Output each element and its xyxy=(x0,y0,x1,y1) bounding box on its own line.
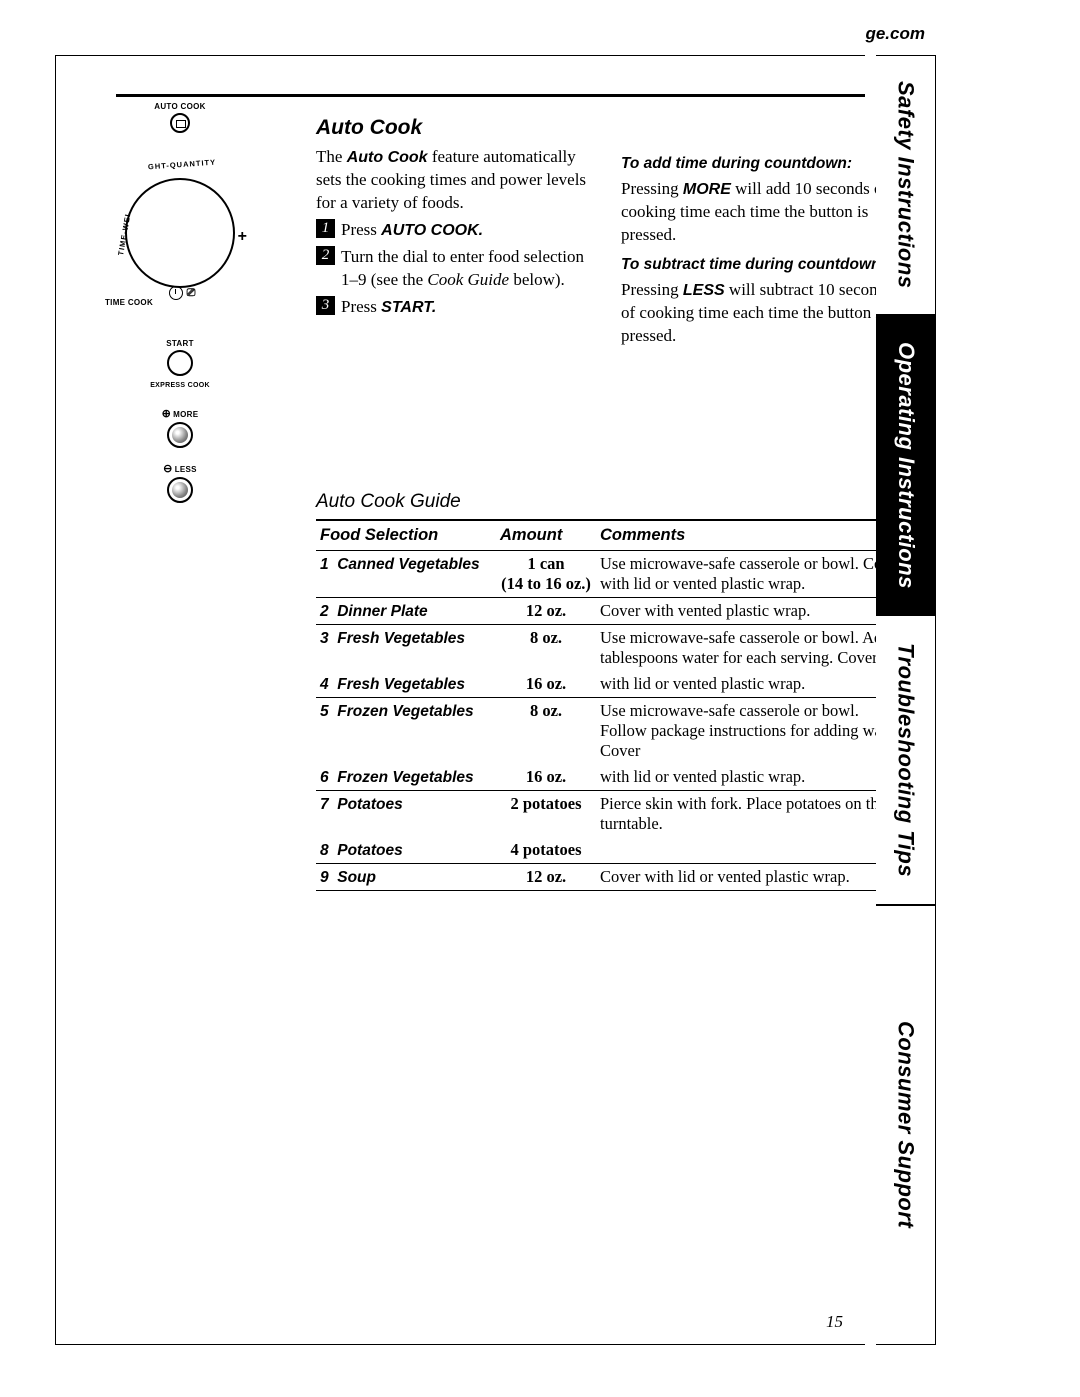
step-number-icon: 2 xyxy=(316,246,335,265)
col-comments: Comments xyxy=(596,520,911,551)
section-title: Auto Cook xyxy=(316,116,906,140)
main-content: Auto Cook The Auto Cook feature automati… xyxy=(316,116,906,347)
arc-left-label: TIME-WEI xyxy=(116,213,132,256)
step-number-icon: 1 xyxy=(316,219,335,238)
more-label: ⊕MORE xyxy=(115,407,245,420)
table-row: 1 Canned Vegetables1 can(14 to 16 oz.)Us… xyxy=(316,551,911,598)
table-row: 5 Frozen Vegetables8 oz.Use microwave-sa… xyxy=(316,698,911,765)
plus-icon: + xyxy=(238,228,247,246)
more-button-icon xyxy=(167,422,193,448)
header-rule xyxy=(116,94,865,97)
tab-operating: Operating Instructions xyxy=(876,315,936,615)
start-button-icon xyxy=(167,350,193,376)
less-button-icon xyxy=(167,477,193,503)
table-row: 2 Dinner Plate12 oz.Cover with vented pl… xyxy=(316,598,911,625)
table-row: 3 Fresh Vegetables8 oz.Use microwave-saf… xyxy=(316,625,911,672)
page-number: 15 xyxy=(826,1312,843,1332)
clock-icon xyxy=(169,286,183,300)
cook-guide: Auto Cook Guide Food Selection Amount Co… xyxy=(316,491,911,891)
table-row: 6 Frozen Vegetables16 oz.with lid or ven… xyxy=(316,764,911,791)
header-url: ge.com xyxy=(865,24,925,44)
dial-icon: GHT-QUANTITY TIME-WEI + ⎚ xyxy=(125,178,235,288)
subtract-time-text: Pressing LESS will subtract 10 seconds o… xyxy=(621,279,906,348)
step-3: 3 Press START. xyxy=(316,296,601,319)
autocook-label: AUTO COOK xyxy=(115,102,245,111)
guide-table: Food Selection Amount Comments 1 Canned … xyxy=(316,519,911,891)
col-amount: Amount xyxy=(496,520,596,551)
guide-title: Auto Cook Guide xyxy=(316,491,911,513)
table-row: 4 Fresh Vegetables16 oz.with lid or vent… xyxy=(316,671,911,698)
control-panel-illustration: AUTO COOK GHT-QUANTITY TIME-WEI + ⎚ TIME… xyxy=(115,140,245,509)
right-column: To add time during countdown: Pressing M… xyxy=(621,146,906,347)
table-row: 7 Potatoes2 potatoesPierce skin with for… xyxy=(316,791,911,838)
col-food: Food Selection xyxy=(316,520,496,551)
step-number-icon: 3 xyxy=(316,296,335,315)
table-row: 9 Soup12 oz.Cover with lid or vented pla… xyxy=(316,864,911,891)
arc-right-label: GHT-QUANTITY xyxy=(119,156,245,174)
intro-text: The Auto Cook feature automatically sets… xyxy=(316,146,601,215)
tab-consumer: Consumer Support xyxy=(876,905,936,1345)
add-time-heading: To add time during countdown: xyxy=(621,154,906,175)
start-label: START xyxy=(115,339,245,348)
step-2: 2 Turn the dial to enter food selection … xyxy=(316,246,601,292)
tab-safety: Safety Instructions xyxy=(876,55,936,315)
tab-troubleshooting: Troubleshooting Tips xyxy=(876,615,936,905)
add-time-text: Pressing MORE will add 10 seconds of coo… xyxy=(621,178,906,247)
step-1: 1 Press AUTO COOK. xyxy=(316,219,601,242)
subtract-time-heading: To subtract time during countdown: xyxy=(621,255,906,276)
left-column: The Auto Cook feature automatically sets… xyxy=(316,146,601,347)
side-tabs: Safety Instructions Operating Instructio… xyxy=(876,55,936,1345)
table-row: 8 Potatoes4 potatoes xyxy=(316,837,911,864)
express-label: EXPRESS COOK xyxy=(115,382,245,389)
less-label: ⊖LESS xyxy=(115,462,245,475)
autocook-icon xyxy=(170,113,190,133)
